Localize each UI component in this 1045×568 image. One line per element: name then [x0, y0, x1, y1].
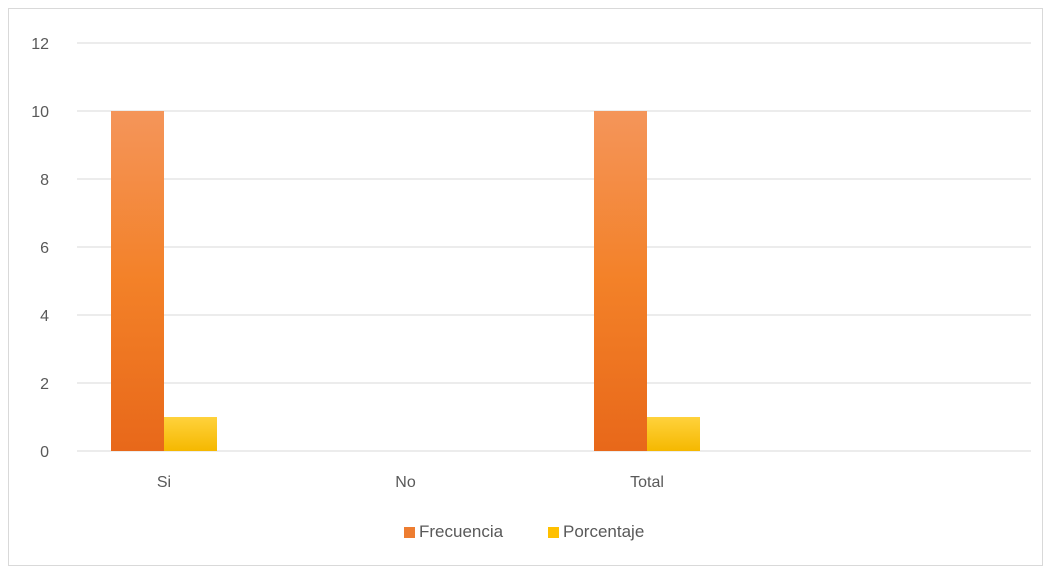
y-tick-label: 8: [40, 172, 49, 189]
y-tick-label: 12: [31, 36, 49, 53]
bar-porcentaje-total: [647, 417, 700, 451]
y-axis-ticks: 0 2 4 6 8 10 12: [31, 36, 49, 461]
legend: Frecuencia Porcentaje: [404, 522, 644, 541]
legend-item: Frecuencia: [404, 522, 504, 541]
y-tick-label: 6: [40, 240, 49, 257]
y-tick-label: 2: [40, 376, 49, 393]
bar-porcentaje-si: [164, 417, 217, 451]
x-category-label: Total: [630, 474, 664, 491]
legend-swatch: [404, 527, 415, 538]
bar-frecuencia-si: [111, 111, 164, 451]
y-tick-label: 4: [40, 308, 49, 325]
legend-label: Porcentaje: [563, 522, 644, 541]
gridlines: [77, 42, 1031, 452]
bar-frecuencia-total: [594, 111, 647, 451]
legend-label: Frecuencia: [419, 522, 504, 541]
x-axis-categories: Si No Total: [157, 474, 664, 491]
y-tick-label: 0: [40, 444, 49, 461]
bars: [111, 111, 700, 451]
legend-item: Porcentaje: [548, 522, 644, 541]
x-category-label: No: [395, 474, 416, 491]
legend-swatch: [548, 527, 559, 538]
bar-chart: 0 2 4 6 8 10 12 Si No Total Frecuencia Porcentaje: [31, 36, 1031, 541]
chart-frame: 0 2 4 6 8 10 12 Si No Total Frecuencia Porcentaje: [8, 8, 1043, 566]
x-category-label: Si: [157, 474, 171, 491]
y-tick-label: 10: [31, 104, 49, 121]
